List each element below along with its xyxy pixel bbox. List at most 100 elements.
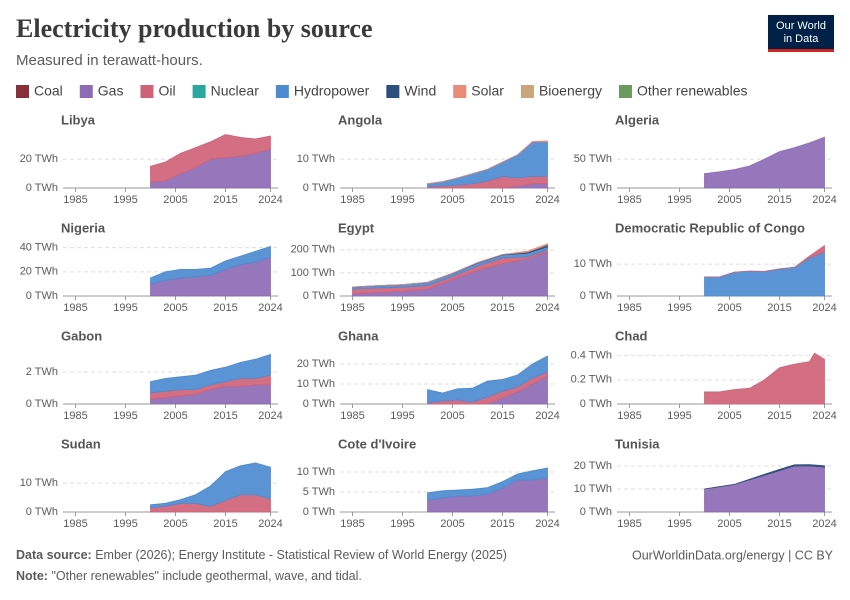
x-tick-label: 1995: [113, 518, 137, 530]
y-tick-label: 0 TWh: [26, 290, 58, 302]
legend-label: Nuclear: [211, 83, 260, 99]
legend-swatch: [520, 85, 534, 98]
x-tick-label: 2015: [213, 194, 237, 206]
x-tick-label: 2015: [213, 410, 237, 422]
x-tick-label: 1985: [63, 302, 87, 314]
x-tick-label: 2015: [490, 410, 514, 422]
x-tick-label: 2005: [163, 518, 187, 530]
y-tick-label: 0 TWh: [580, 506, 612, 518]
x-tick-label: 1985: [340, 302, 364, 314]
legend-swatch: [453, 85, 467, 98]
x-tick-label: 2015: [767, 410, 791, 422]
x-tick-label: 2005: [440, 302, 464, 314]
x-tick-label: 2024: [535, 518, 559, 530]
x-tick-label: 1985: [63, 410, 87, 422]
x-tick-label: 2024: [812, 302, 836, 314]
area: [427, 140, 548, 185]
x-tick-label: 1995: [113, 302, 137, 314]
y-tick-label: 40 TWh: [20, 242, 58, 254]
footer-source: Data source: Ember (2026); Energy Instit…: [16, 548, 507, 562]
x-tick-label: 1995: [667, 410, 691, 422]
x-tick-label: 1985: [340, 410, 364, 422]
area: [150, 462, 271, 509]
x-tick-label: 2005: [440, 518, 464, 530]
source-label: Data source:: [16, 548, 92, 562]
y-tick-label: 0.4 TWh: [571, 350, 612, 362]
area: [427, 467, 548, 501]
x-tick-label: 2024: [258, 410, 282, 422]
area: [427, 355, 548, 404]
logo-box: [768, 15, 834, 49]
y-tick-label: 0 TWh: [26, 182, 58, 194]
panel-title: Chad: [615, 328, 648, 343]
legend-label: Solar: [471, 83, 504, 99]
y-tick-label: 200 TWh: [291, 244, 335, 256]
charts: Libya 0 TWh 20 TWh 1985 1995 2005 2015 2024 Ango…: [20, 112, 837, 529]
x-tick-label: 2024: [258, 194, 282, 206]
y-tick-label: 0 TWh: [580, 182, 612, 194]
y-tick-label: 100 TWh: [291, 267, 335, 279]
x-tick-label: 1995: [667, 194, 691, 206]
legend-swatch: [140, 85, 154, 98]
x-tick-label: 1995: [113, 194, 137, 206]
panel-title: Tunisia: [615, 436, 660, 451]
x-tick-label: 1995: [113, 410, 137, 422]
x-tick-label: 2015: [767, 518, 791, 530]
y-tick-label: 10 TWh: [20, 477, 58, 489]
legend-label: Gas: [98, 83, 124, 99]
x-tick-label: 2024: [535, 410, 559, 422]
title: Electricity production by source: [16, 14, 373, 43]
legend-label: Hydropower: [294, 83, 370, 99]
x-tick-label: 2015: [213, 302, 237, 314]
y-tick-label: 0 TWh: [580, 398, 612, 410]
y-tick-label: 20 TWh: [20, 266, 58, 278]
legend-swatch: [16, 85, 29, 98]
y-tick-label: 5 TWh: [303, 486, 335, 498]
y-tick-label: 10 TWh: [297, 153, 335, 165]
subtitle: Measured in terawatt-hours.: [16, 52, 203, 69]
x-tick-label: 1995: [390, 518, 414, 530]
x-tick-label: 1995: [390, 410, 414, 422]
x-tick-label: 2005: [163, 410, 187, 422]
y-tick-label: 10 TWh: [297, 378, 335, 390]
y-tick-label: 10 TWh: [574, 258, 612, 270]
source: Ember (2026); Energy Institute - Statist…: [95, 548, 507, 562]
panel-title: Algeria: [615, 112, 660, 127]
x-tick-label: 2015: [490, 518, 514, 530]
panel-title: Ghana: [338, 328, 379, 343]
x-tick-label: 1995: [390, 302, 414, 314]
x-tick-label: 1995: [390, 194, 414, 206]
x-tick-label: 1985: [63, 194, 87, 206]
legend-swatch: [79, 85, 93, 98]
x-tick-label: 1985: [617, 194, 641, 206]
note: "Other renewables" include geothermal, w…: [51, 569, 361, 583]
legend-label: Coal: [34, 83, 63, 99]
panel-title: Libya: [61, 112, 96, 127]
x-tick-label: 2024: [535, 194, 559, 206]
area: [704, 352, 825, 405]
x-tick-label: 2005: [440, 194, 464, 206]
panel-title: Nigeria: [61, 220, 106, 235]
area: [704, 464, 825, 490]
x-tick-label: 2005: [440, 410, 464, 422]
x-tick-label: 2005: [717, 302, 741, 314]
y-tick-label: 0 TWh: [26, 506, 58, 518]
y-tick-label: 20 TWh: [297, 358, 335, 370]
legend-label: Oil: [158, 83, 175, 99]
y-tick-label: 20 TWh: [20, 153, 58, 165]
area: [150, 134, 271, 183]
x-tick-label: 2005: [163, 302, 187, 314]
x-tick-label: 1985: [617, 518, 641, 530]
y-tick-label: 0 TWh: [303, 398, 335, 410]
panel-title: Democratic Republic of Congo: [615, 220, 805, 235]
panel-title: Cote d'Ivoire: [338, 436, 416, 451]
x-tick-label: 2024: [258, 518, 282, 530]
x-tick-label: 2015: [213, 518, 237, 530]
y-tick-label: 10 TWh: [574, 483, 612, 495]
logo-text: Our World: [776, 20, 826, 32]
credit: OurWorldinData.org/energy | CC BY: [632, 548, 834, 562]
legend-swatch: [618, 85, 632, 98]
legend-swatch: [386, 85, 400, 98]
y-tick-label: 0 TWh: [303, 506, 335, 518]
x-tick-label: 2024: [258, 302, 282, 314]
